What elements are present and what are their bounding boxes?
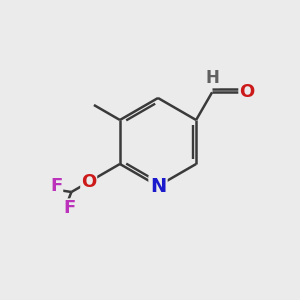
- Text: N: N: [150, 176, 166, 196]
- Text: O: O: [239, 83, 255, 101]
- Text: F: F: [50, 177, 62, 195]
- Text: H: H: [205, 69, 219, 87]
- Text: F: F: [63, 199, 75, 217]
- Text: O: O: [81, 173, 96, 191]
